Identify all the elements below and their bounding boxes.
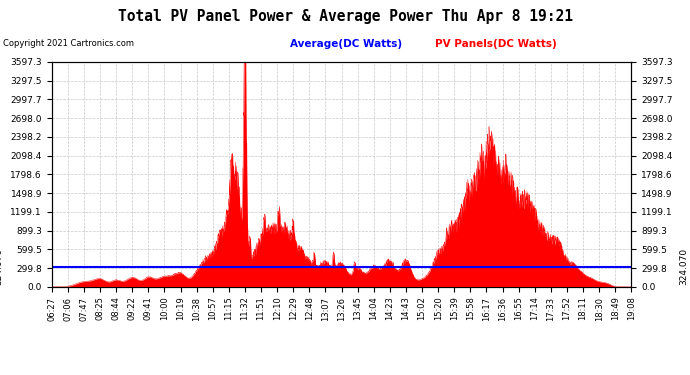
Text: 324.070: 324.070	[680, 248, 689, 285]
Text: Copyright 2021 Cartronics.com: Copyright 2021 Cartronics.com	[3, 39, 135, 48]
Text: PV Panels(DC Watts): PV Panels(DC Watts)	[435, 39, 556, 50]
Text: 324.070: 324.070	[0, 248, 3, 285]
Text: Total PV Panel Power & Average Power Thu Apr 8 19:21: Total PV Panel Power & Average Power Thu…	[117, 9, 573, 24]
Text: Average(DC Watts): Average(DC Watts)	[290, 39, 402, 50]
